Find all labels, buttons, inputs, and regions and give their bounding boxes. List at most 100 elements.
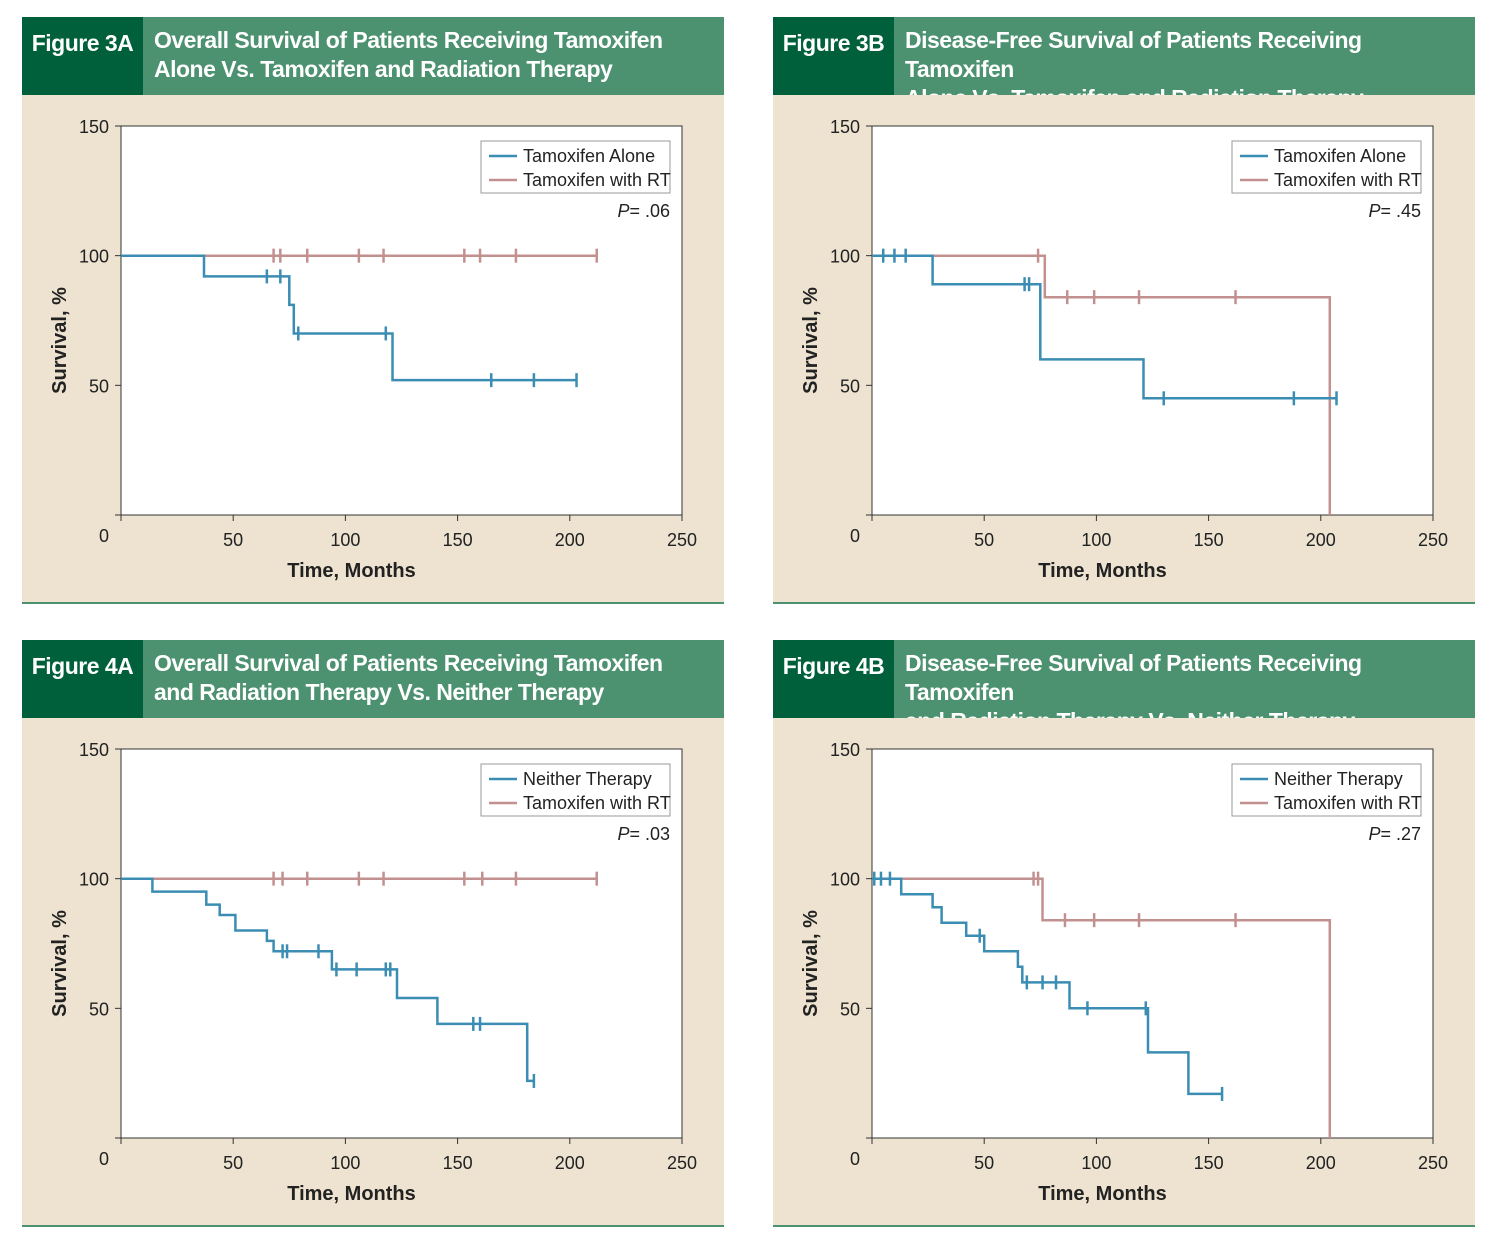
series-line	[121, 877, 534, 1083]
origin-tick-label: 0	[99, 1149, 109, 1169]
y-tick-label: 50	[840, 999, 860, 1019]
survival-chart: 50 100 150 0 50 100 150 200 250 Time, Months Survi…	[800, 740, 1448, 1205]
figure-label: Figure 4A	[22, 640, 143, 718]
p-value-number: = .45	[1380, 201, 1421, 221]
figure-header: Figure 3A Overall Survival of Patients R…	[22, 17, 724, 95]
series-line	[872, 877, 1223, 1096]
legend-label: Neither Therapy	[1274, 769, 1403, 789]
p-value-symbol: P	[1368, 201, 1380, 221]
figure-title-line-2: Alone Vs. Tamoxifen and Radiation Therap…	[154, 56, 613, 82]
x-tick-label: 50	[223, 530, 243, 550]
legend-label: Neither Therapy	[523, 769, 652, 789]
legend	[480, 763, 671, 817]
series-line	[872, 254, 1337, 400]
figure-3a-panel: Figure 3A Overall Survival of Patients R…	[22, 17, 724, 604]
figure-3b-panel: Figure 3B Disease-Free Survival of Patie…	[773, 17, 1475, 604]
y-tick-label: 100	[79, 247, 109, 267]
legend-label: Tamoxifen Alone	[523, 146, 655, 166]
p-value-number: = .03	[629, 824, 670, 844]
figure-4b-panel: Figure 4B Disease-Free Survival of Patie…	[773, 640, 1475, 1227]
p-value: P= .45	[1368, 201, 1421, 221]
x-tick-label: 100	[330, 530, 360, 550]
x-tick-label: 200	[555, 1153, 585, 1173]
y-axis-label: Survival, %	[800, 910, 822, 1017]
p-value-number: = .06	[629, 201, 670, 221]
y-tick-label: 150	[830, 117, 860, 137]
x-tick-label: 250	[667, 530, 697, 550]
x-tick-label: 200	[555, 530, 585, 550]
p-value: P= .03	[617, 824, 670, 844]
y-axis-label: Survival, %	[49, 910, 71, 1017]
x-axis-label: Time, Months	[1038, 1183, 1167, 1205]
legend-label: Tamoxifen Alone	[1274, 146, 1406, 166]
x-tick-label: 150	[443, 530, 473, 550]
legend	[1231, 763, 1422, 817]
series-line	[872, 877, 1332, 1138]
figure-label: Figure 4B	[773, 640, 894, 718]
x-tick-label: 100	[330, 1153, 360, 1173]
figure-header: Figure 4A Overall Survival of Patients R…	[22, 640, 724, 718]
figure-title: Overall Survival of Patients Receiving T…	[154, 26, 719, 84]
x-tick-label: 50	[223, 1153, 243, 1173]
x-axis-label: Time, Months	[1038, 560, 1167, 582]
figure-label: Figure 3A	[22, 17, 143, 95]
origin-tick-label: 0	[850, 526, 860, 546]
legend-label: Tamoxifen with RT	[1274, 170, 1422, 190]
legend	[1231, 140, 1422, 194]
p-value: P= .06	[617, 201, 670, 221]
x-tick-label: 250	[1418, 530, 1448, 550]
figure-title-line-1: Disease-Free Survival of Patients Receiv…	[905, 27, 1362, 82]
legend-label: Tamoxifen with RT	[523, 170, 671, 190]
x-tick-label: 250	[1418, 1153, 1448, 1173]
survival-chart: 50 100 150 0 50 100 150 200 250 Time, Months Survi…	[49, 740, 697, 1205]
figure-header: Figure 3B Disease-Free Survival of Patie…	[773, 17, 1475, 111]
p-value: P= .27	[1368, 824, 1421, 844]
p-value-symbol: P	[617, 824, 629, 844]
series-line	[121, 254, 577, 382]
series-line	[872, 254, 1332, 515]
x-tick-label: 50	[974, 1153, 994, 1173]
figure-4a-panel: Figure 4A Overall Survival of Patients R…	[22, 640, 724, 1227]
origin-tick-label: 0	[99, 526, 109, 546]
p-value-number: = .27	[1380, 824, 1421, 844]
y-tick-label: 50	[89, 999, 109, 1019]
survival-chart: 50 100 150 0 50 100 150 200 250 Time, Months Survi…	[49, 117, 697, 582]
x-tick-label: 250	[667, 1153, 697, 1173]
x-tick-label: 150	[1194, 530, 1224, 550]
panel-bottom-rule	[773, 1225, 1475, 1227]
survival-chart: 50 100 150 0 50 100 150 200 250 Time, Months Survi…	[800, 117, 1448, 582]
p-value-symbol: P	[617, 201, 629, 221]
y-tick-label: 150	[79, 117, 109, 137]
y-tick-label: 100	[830, 247, 860, 267]
figure-header: Figure 4B Disease-Free Survival of Patie…	[773, 640, 1475, 734]
x-tick-label: 200	[1306, 1153, 1336, 1173]
figure-title-line-1: Overall Survival of Patients Receiving T…	[154, 27, 663, 53]
chart-area: 50 100 150 0 50 100 150 200 250 Time, Months Survi…	[773, 95, 1475, 602]
y-tick-label: 50	[89, 376, 109, 396]
x-tick-label: 150	[443, 1153, 473, 1173]
y-tick-label: 150	[79, 740, 109, 760]
x-axis-label: Time, Months	[287, 560, 416, 582]
figure-title: Overall Survival of Patients Receiving T…	[154, 649, 719, 707]
origin-tick-label: 0	[850, 1149, 860, 1169]
figure-title-line-2: and Radiation Therapy Vs. Neither Therap…	[154, 679, 604, 705]
chart-area: 50 100 150 0 50 100 150 200 250 Time, Months Survi…	[773, 718, 1475, 1225]
y-tick-label: 100	[830, 870, 860, 890]
x-tick-label: 100	[1081, 530, 1111, 550]
y-axis-label: Survival, %	[800, 287, 822, 394]
panel-bottom-rule	[773, 602, 1475, 604]
legend-label: Tamoxifen with RT	[523, 793, 671, 813]
y-tick-label: 100	[79, 870, 109, 890]
chart-area: 50 100 150 0 50 100 150 200 250 Time, Months Survi…	[22, 718, 724, 1225]
legend	[480, 140, 671, 194]
x-tick-label: 50	[974, 530, 994, 550]
x-tick-label: 100	[1081, 1153, 1111, 1173]
figure-title-line-1: Overall Survival of Patients Receiving T…	[154, 650, 663, 676]
chart-area: 50 100 150 0 50 100 150 200 250 Time, Months Survi…	[22, 95, 724, 602]
x-tick-label: 200	[1306, 530, 1336, 550]
y-tick-label: 50	[840, 376, 860, 396]
y-tick-label: 150	[830, 740, 860, 760]
panel-bottom-rule	[22, 1225, 724, 1227]
figure-label: Figure 3B	[773, 17, 894, 95]
figure-title-line-1: Disease-Free Survival of Patients Receiv…	[905, 650, 1362, 705]
